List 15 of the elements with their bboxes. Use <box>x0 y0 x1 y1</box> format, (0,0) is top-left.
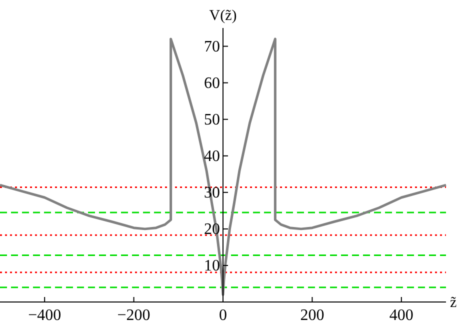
x-tick-label: 200 <box>300 307 324 324</box>
x-axis-title: z̃ <box>450 295 457 311</box>
y-tick-label: 20 <box>204 220 220 238</box>
x-tick-label: 400 <box>389 307 414 324</box>
y-tick-label: 40 <box>204 148 220 165</box>
y-tick-label: 70 <box>204 38 220 56</box>
y-tick-label: 50 <box>204 111 220 128</box>
x-tick-label: −200 <box>117 307 150 324</box>
y-tick-label: 30 <box>204 184 220 202</box>
y-tick-label: 60 <box>204 74 220 92</box>
y-axis-title: V(z̃) <box>209 8 237 24</box>
x-tick-label: −400 <box>28 307 62 324</box>
y-tick-label: 10 <box>204 257 220 274</box>
x-tick-label: 0 <box>219 307 227 324</box>
line-series <box>0 38 448 296</box>
